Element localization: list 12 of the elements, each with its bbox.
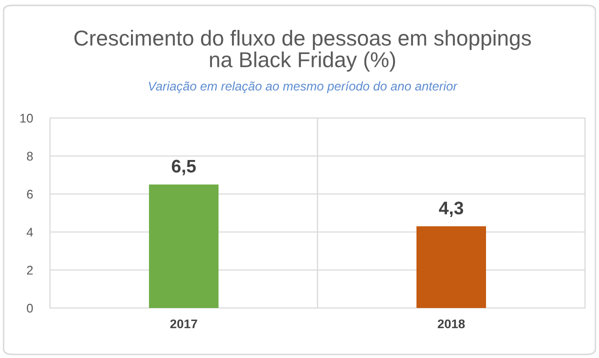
y-tick-label: 2	[27, 266, 33, 275]
data-label: 4,3	[438, 202, 464, 218]
chart-title: Crescimento do fluxo de pessoas em shoppings na Black Friday (%)	[74, 30, 531, 72]
chart-subtitle: Variação em relação ao mesmo período do ano anterior	[148, 81, 458, 94]
x-tick-label: 2017	[170, 319, 198, 328]
y-tick-label: 6	[27, 190, 33, 199]
x-tick-label: 2018	[438, 319, 465, 328]
y-tick-label: 0	[26, 304, 33, 313]
y-tick-label: 4	[26, 228, 33, 237]
y-tick-label: 10	[20, 114, 33, 123]
data-label: 6,5	[172, 160, 196, 176]
y-tick-label: 8	[26, 152, 33, 161]
